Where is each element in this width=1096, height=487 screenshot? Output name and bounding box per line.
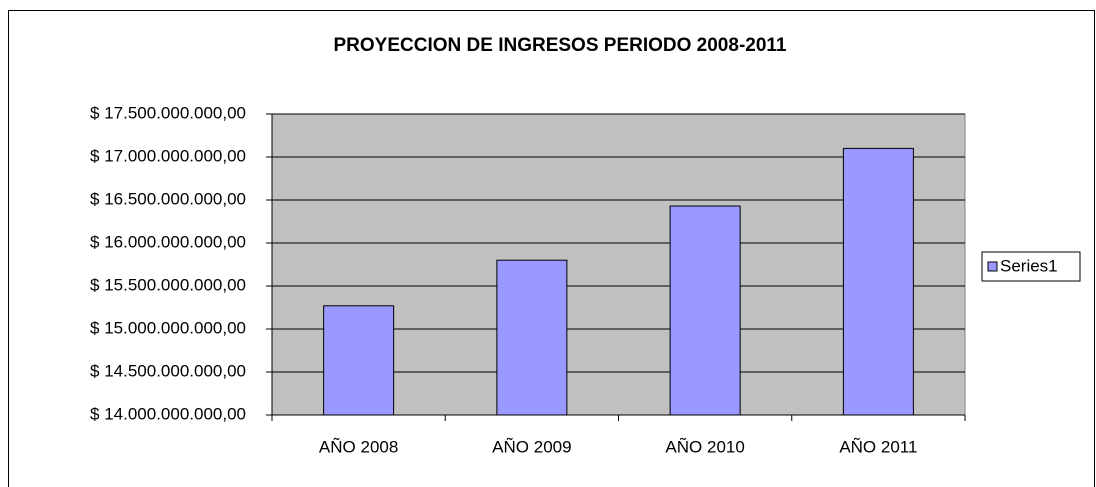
x-tick-label: AÑO 2008 (319, 437, 398, 456)
legend-label: Series1 (1000, 256, 1058, 275)
bar (842, 147, 914, 416)
legend-swatch (987, 261, 998, 272)
y-tick-label: $ 16.000.000.000,00 (90, 232, 246, 251)
y-tick-label: $ 16.500.000.000,00 (90, 189, 246, 208)
bar (496, 259, 568, 416)
x-tick-label: AÑO 2009 (492, 437, 571, 456)
y-tick-label: $ 17.500.000.000,00 (90, 103, 246, 122)
y-tick-label: $ 15.000.000.000,00 (90, 318, 246, 337)
chart-title: PROYECCION DE INGRESOS PERIODO 2008-2011 (334, 35, 787, 56)
x-tick-label: AÑO 2011 (839, 437, 917, 456)
y-tick-label: $ 15.500.000.000,00 (90, 275, 246, 294)
bar (669, 205, 741, 416)
x-tick-label: AÑO 2010 (665, 437, 744, 456)
bar (323, 305, 395, 416)
y-tick-label: $ 17.000.000.000,00 (90, 146, 246, 165)
y-tick-label: $ 14.500.000.000,00 (90, 361, 246, 380)
y-tick-label: $ 14.000.000.000,00 (90, 404, 246, 423)
legend-box (981, 251, 1081, 282)
